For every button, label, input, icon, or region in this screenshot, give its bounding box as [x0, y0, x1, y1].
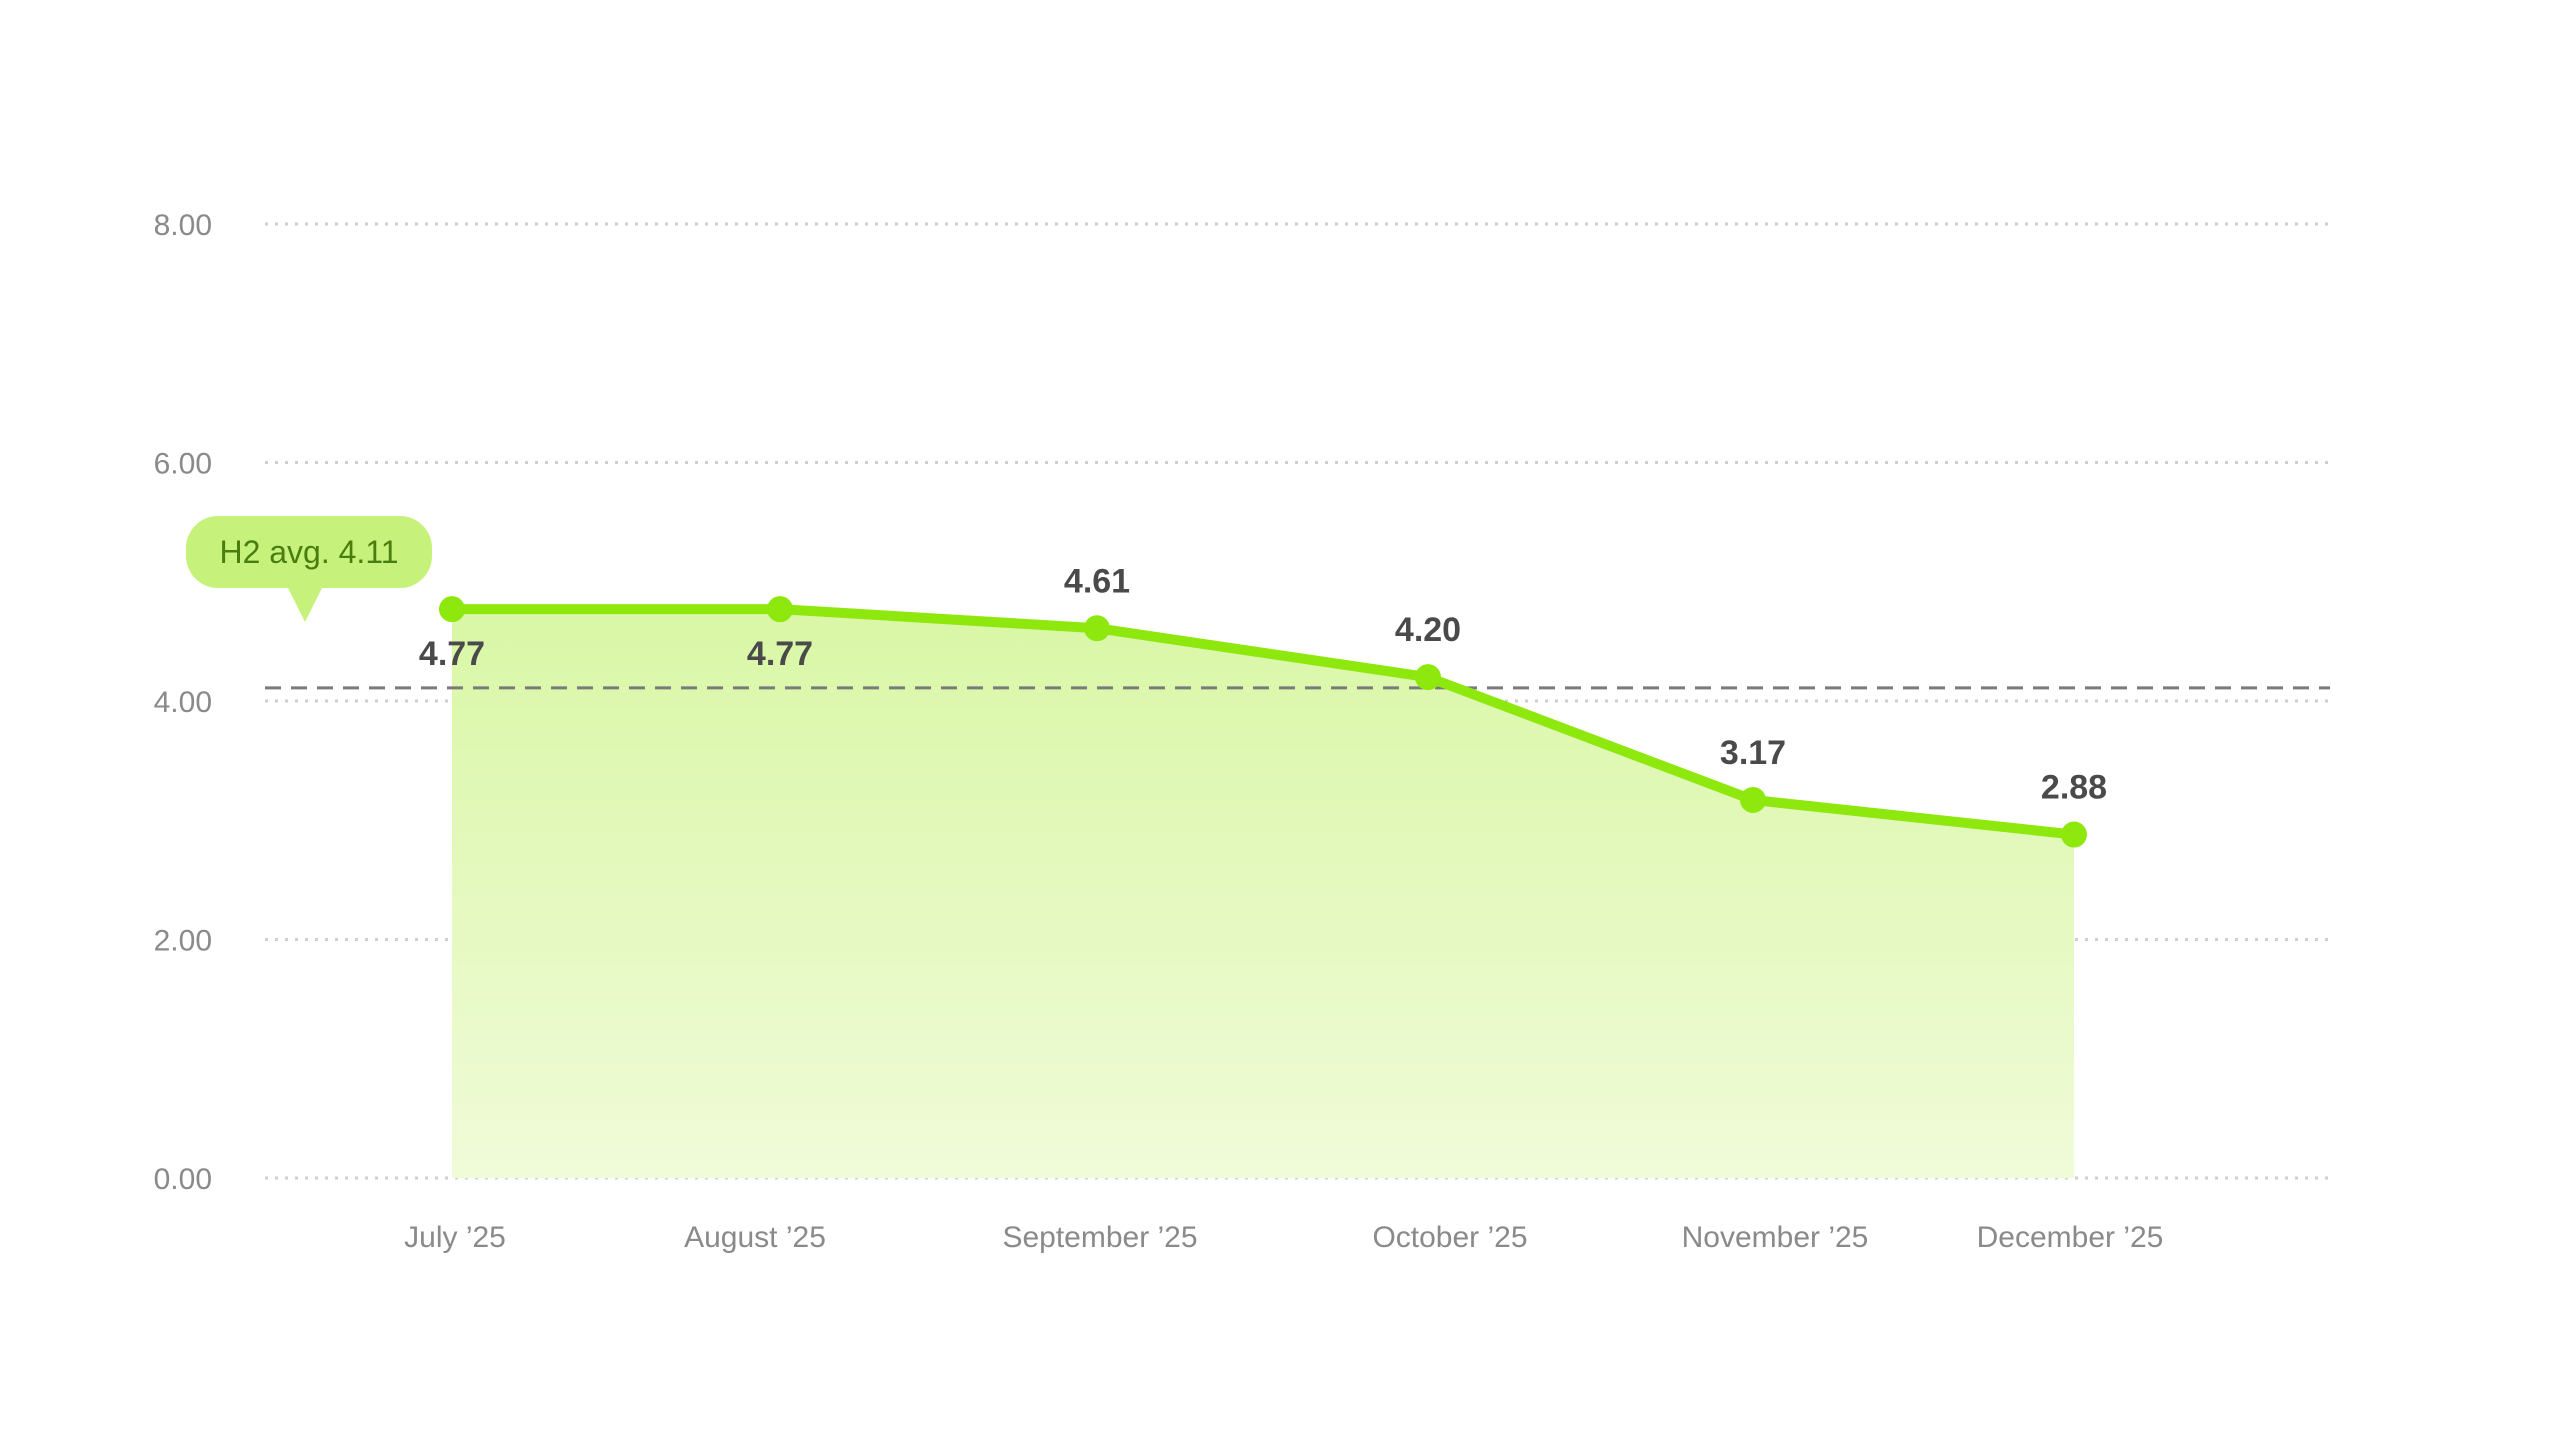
data-point [767, 596, 793, 623]
series-line [447, 604, 2079, 840]
data-label: 4.77 [419, 635, 485, 673]
x-tick-label: October ’25 [1372, 1221, 1527, 1254]
data-points [439, 596, 2087, 848]
series-line-layer [447, 604, 2079, 840]
data-label: 4.61 [1064, 562, 1130, 600]
data-point [2061, 821, 2087, 848]
data-point [1084, 615, 1110, 642]
area-fill-layer [452, 609, 2074, 1178]
data-label: 3.17 [1720, 734, 1786, 772]
data-label: 4.77 [747, 635, 813, 673]
average-reference: H2 avg. 4.11 [186, 516, 2330, 690]
x-tick-label: November ’25 [1682, 1221, 1869, 1254]
average-badge [186, 516, 432, 622]
x-axis-ticks: July ’25 August ’25 September ’25 October ’… [404, 1221, 2163, 1254]
data-point [439, 596, 465, 623]
y-axis-ticks: 0.00 2.00 4.00 6.00 8.00 [154, 209, 212, 1196]
x-tick-label: September ’25 [1002, 1221, 1197, 1254]
y-tick-label: 2.00 [154, 925, 212, 958]
data-label: 2.88 [2041, 769, 2107, 807]
x-tick-label: August ’25 [684, 1221, 826, 1254]
y-tick-label: 6.00 [154, 448, 212, 481]
average-badge-label: H2 avg. 4.11 [219, 534, 398, 570]
data-point [1415, 664, 1441, 691]
x-tick-label: July ’25 [404, 1221, 506, 1254]
x-tick-label: December ’25 [1977, 1221, 2164, 1254]
area-fill [452, 609, 2074, 1178]
data-labels: 4.77 4.77 4.61 4.20 3.17 2.88 [419, 562, 2107, 806]
y-tick-label: 8.00 [154, 209, 212, 242]
y-tick-label: 4.00 [154, 686, 212, 719]
data-point [1740, 786, 1766, 813]
y-tick-label: 0.00 [154, 1163, 212, 1196]
data-label: 4.20 [1395, 611, 1461, 649]
